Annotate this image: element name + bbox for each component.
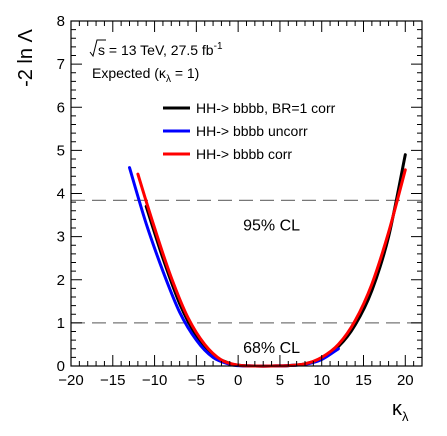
energy-sup: -1	[214, 41, 223, 52]
reference-line-label: 68% CL	[243, 340, 300, 357]
y-tick-label: 5	[57, 142, 65, 159]
reference-labels: 95% CL 68% CL	[243, 217, 300, 356]
reference-lines	[71, 199, 422, 324]
energy-rest: = 13 TeV, 27.5 fb	[105, 42, 214, 58]
x-tick-label: 20	[397, 372, 414, 389]
x-tick-label: −15	[100, 372, 125, 389]
x-axis-title-sub: λ	[402, 409, 409, 424]
expected-prefix: Expected (κ	[92, 65, 167, 81]
energy-annotation: s = 13 TeV, 27.5 fb-1	[89, 39, 223, 58]
x-tick-label: −20	[58, 372, 83, 389]
y-tick-label: 1	[57, 315, 65, 332]
y-tick-label: 6	[57, 99, 65, 116]
axis-ticks	[70, 20, 423, 367]
x-tick-label: −10	[142, 372, 167, 389]
legend-label: HH-> bbbb corr	[196, 146, 292, 162]
reference-line-label: 95% CL	[243, 217, 300, 234]
svg-text:s = 13 TeV, 27.5 fb-1: s = 13 TeV, 27.5 fb-1	[98, 41, 223, 58]
y-tick-label: 4	[57, 186, 65, 203]
x-tick-label: 5	[276, 372, 284, 389]
legend-label: HH-> bbbb, BR=1 corr	[196, 100, 336, 116]
expected-sub: λ	[166, 74, 171, 85]
x-tick-label: 10	[313, 372, 330, 389]
x-tick-labels: −20 −15 −10 −5 0 5 10 15 20	[58, 372, 413, 389]
y-tick-label: 7	[57, 56, 65, 73]
x-axis-title-main: κ	[392, 398, 403, 420]
x-axis-title: κλ	[392, 398, 409, 424]
legend: HH-> bbbb, BR=1 corr HH-> bbbb uncorr HH->…	[163, 100, 336, 162]
y-tick-label: 8	[57, 13, 65, 30]
x-tick-label: 15	[355, 372, 372, 389]
expected-annotation: Expected (κλ = 1)	[92, 65, 199, 85]
y-tick-label: 3	[57, 229, 65, 246]
x-tick-label: −5	[188, 372, 205, 389]
legend-label: HH-> bbbb uncorr	[196, 123, 308, 139]
y-tick-label: 0	[57, 358, 65, 375]
sqrt-sign	[89, 39, 106, 58]
expected-suffix: = 1)	[171, 65, 199, 81]
y-tick-labels: 0 1 2 3 4 5 6 7 8	[57, 13, 65, 375]
y-tick-label: 2	[57, 272, 65, 289]
energy-prefix: s	[98, 42, 105, 58]
x-tick-label: 0	[234, 372, 242, 389]
y-axis-title: -2 ln Λ	[15, 28, 37, 86]
